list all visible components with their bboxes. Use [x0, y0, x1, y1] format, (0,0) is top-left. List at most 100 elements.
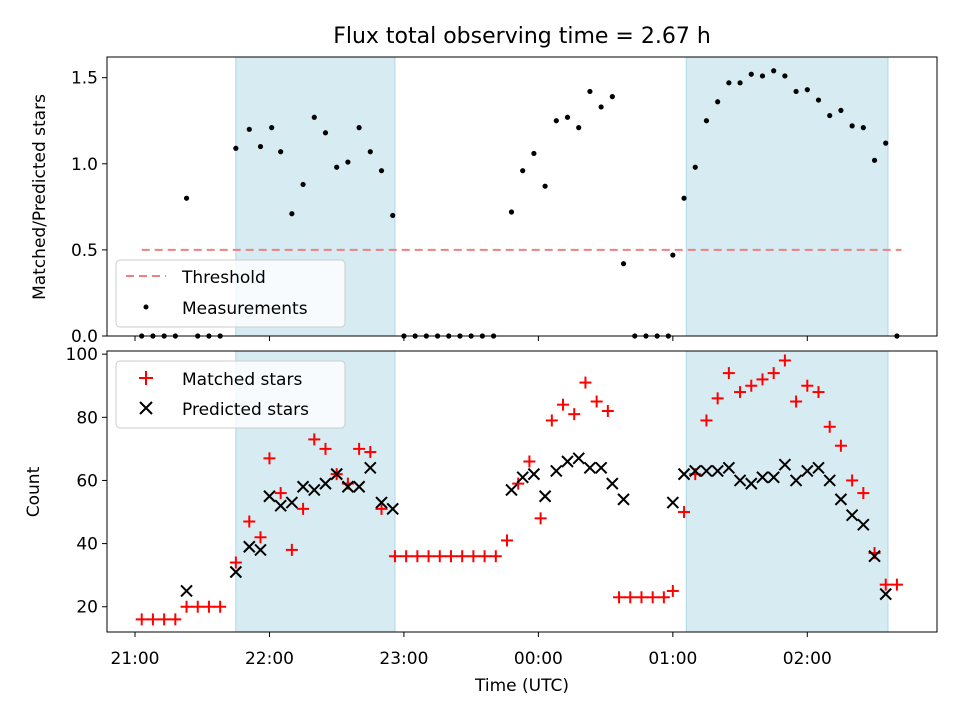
predicted-star-point — [550, 464, 563, 478]
measurement-point — [871, 157, 878, 163]
top-panel: 0.0 0.5 1.0 1.5 Flux total observing time =… — [30, 24, 938, 347]
predicted-star-point — [834, 493, 848, 506]
predicted-star-point — [527, 467, 541, 481]
measurement-point — [793, 88, 799, 95]
measurement-point — [356, 125, 362, 131]
x-tick-label: 01:00 — [648, 649, 697, 669]
predicted-star-point — [733, 474, 747, 487]
predicted-star-point — [364, 461, 377, 475]
measurement-point — [289, 211, 295, 217]
predicted-star-point — [689, 464, 702, 478]
x-tick-label: 00:00 — [514, 649, 563, 669]
matched-star-point — [613, 591, 626, 604]
matched-star-point — [624, 591, 637, 604]
predicted-star-point — [778, 458, 792, 471]
predicted-star-point — [700, 464, 713, 478]
predicted-star-point — [677, 467, 691, 481]
measurement-point — [531, 150, 537, 157]
measurement-point — [748, 71, 754, 77]
matched-star-point — [180, 600, 193, 613]
bottom-y-tick-label: 80 — [76, 408, 98, 428]
matched-star-point — [635, 591, 648, 604]
predicted-star-point — [745, 477, 758, 490]
predicted-star-point — [845, 508, 859, 522]
measurement-point — [367, 149, 373, 155]
top-shaded-span — [685, 56, 889, 337]
matched-legend-label: Matched stars — [182, 370, 302, 390]
measurement-point — [300, 181, 306, 188]
matched-star-point — [834, 439, 847, 452]
matched-star-point — [579, 376, 592, 389]
predicted-stars-layer — [180, 452, 892, 601]
matched-star-point — [568, 408, 581, 421]
measurement-point — [269, 125, 275, 131]
matched-star-point — [823, 420, 836, 433]
predicted-star-point — [606, 477, 619, 490]
matched-star-point — [274, 487, 287, 500]
top-y-tick-label: 1.5 — [71, 69, 98, 89]
matched-star-point — [263, 452, 276, 465]
measurement-point — [598, 104, 604, 110]
matched-star-point — [657, 591, 670, 604]
matched-legend-swatch — [139, 371, 153, 385]
measurement-point — [782, 73, 788, 79]
predicted-star-point — [722, 461, 736, 475]
measurement-point — [311, 114, 317, 120]
measurement-point — [692, 164, 698, 170]
matched-star-point — [297, 502, 310, 515]
x-tick-label: 23:00 — [379, 649, 428, 669]
measurement-point — [670, 252, 676, 258]
matched-star-point — [444, 550, 457, 563]
predicted-star-point — [561, 455, 574, 468]
measurements-legend-label: Measurements — [182, 299, 308, 319]
measurement-point — [553, 118, 559, 124]
matched-star-point — [879, 578, 892, 591]
measurement-point — [620, 261, 627, 267]
predicted-star-point — [572, 452, 585, 465]
matched-star-point — [243, 515, 256, 528]
measurement-point — [838, 107, 844, 113]
predicted-star-point — [812, 461, 825, 475]
measurement-point — [542, 183, 548, 189]
predicted-star-point — [823, 474, 836, 487]
predicted-star-point — [243, 540, 256, 553]
matched-star-point — [308, 433, 321, 446]
bottom-axes-frame — [106, 350, 938, 633]
bottom-y-tick-label: 100 — [66, 345, 98, 365]
predicted-star-point — [330, 467, 343, 481]
predicted-star-point — [352, 480, 366, 493]
measurements-legend-swatch — [143, 304, 149, 310]
measurement-point — [183, 195, 190, 201]
measurement-point — [860, 125, 866, 131]
top-y-axis-label: Matched/Predicted stars — [30, 94, 50, 300]
measurement-point — [815, 97, 822, 103]
bottom-y-axis-label: Count — [24, 466, 44, 517]
matched-star-point — [364, 446, 377, 459]
matched-star-point — [202, 600, 215, 613]
predicted-star-point — [666, 496, 680, 509]
x-tick-label: 21:00 — [111, 649, 160, 669]
predicted-legend-swatch — [139, 401, 153, 415]
x-tick-label: 22:00 — [245, 649, 294, 669]
measurement-point — [564, 114, 571, 120]
measurement-point — [827, 112, 833, 119]
predicted-star-point — [386, 502, 399, 516]
matched-star-point — [700, 414, 713, 427]
matched-star-point — [214, 600, 227, 613]
matched-star-point — [678, 506, 691, 519]
matched-star-point — [191, 600, 204, 613]
measurement-point — [322, 130, 329, 136]
measurement-point — [715, 99, 721, 105]
predicted-star-point — [319, 477, 332, 490]
measurement-point — [257, 143, 264, 150]
predicted-star-point — [254, 543, 267, 557]
bottom-panel: 20 40 60 80 100 21:00 22:00 23:00 00:00 01:00 02:… — [24, 345, 938, 696]
predicted-star-point — [505, 483, 518, 497]
matched-star-point — [734, 386, 747, 399]
measurement-point — [703, 118, 710, 124]
predicted-star-point — [789, 474, 803, 487]
matched-star-point — [523, 455, 536, 468]
measurement-point — [233, 145, 239, 151]
bottom-shaded-span — [685, 350, 889, 633]
